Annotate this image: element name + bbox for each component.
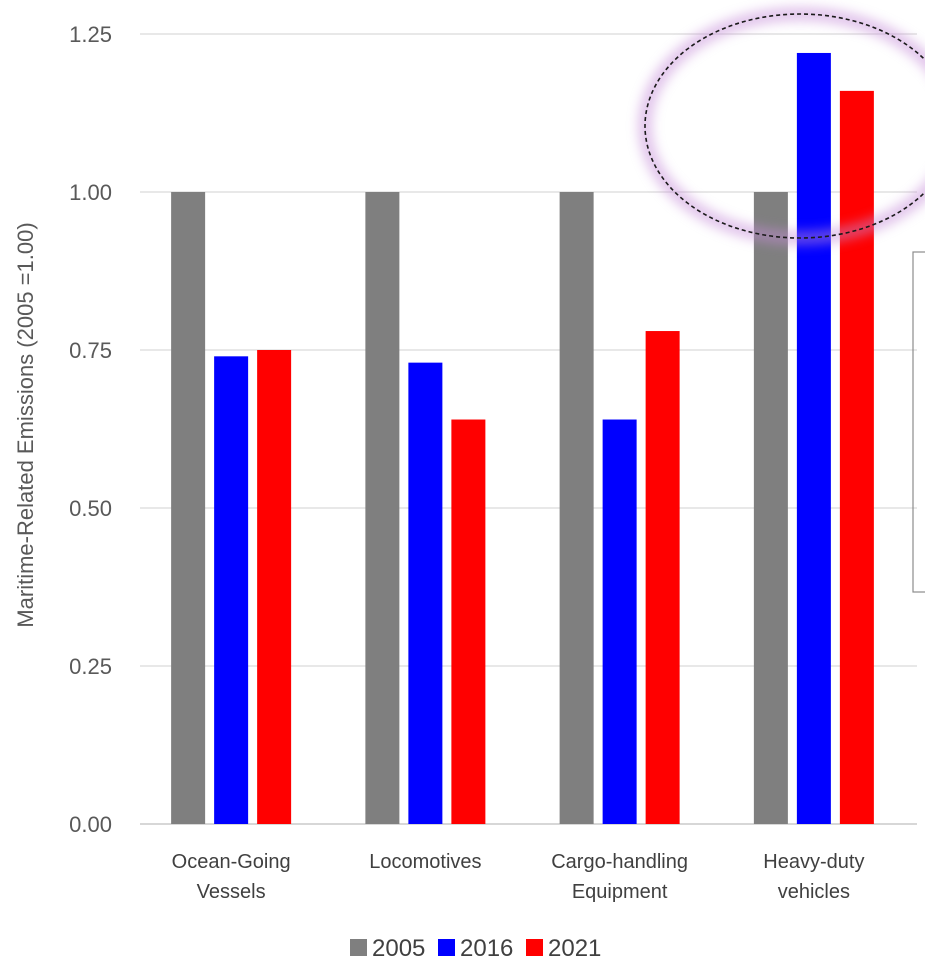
y-tick-label: 0.75 bbox=[69, 338, 112, 363]
x-category-label: vehicles bbox=[778, 881, 850, 903]
bar-2016 bbox=[602, 419, 637, 824]
y-tick-label: 0.50 bbox=[69, 496, 112, 521]
bar-2021 bbox=[257, 350, 292, 824]
bar-2005 bbox=[365, 192, 400, 824]
y-tick-label: 1.25 bbox=[69, 22, 112, 47]
bar-2016 bbox=[408, 362, 443, 824]
annotation-box bbox=[912, 251, 925, 593]
x-category-label: Vessels bbox=[197, 881, 266, 903]
legend-swatch-2016 bbox=[438, 939, 455, 956]
legend-label-2005: 2005 bbox=[372, 935, 425, 962]
y-tick-label: 1.00 bbox=[69, 180, 112, 205]
bars bbox=[171, 52, 874, 824]
bar-2005 bbox=[171, 192, 206, 824]
bar-2005 bbox=[559, 192, 594, 824]
bar-2021 bbox=[645, 331, 680, 824]
x-category-label: Locomotives bbox=[369, 851, 481, 873]
y-tick-label: 0.00 bbox=[69, 812, 112, 837]
x-category-label: Heavy-duty bbox=[763, 851, 864, 873]
legend: 2005 2016 2021 bbox=[350, 935, 601, 962]
bar-2005 bbox=[753, 192, 788, 824]
legend-label-2021: 2021 bbox=[548, 935, 601, 962]
legend-swatch-2005 bbox=[350, 939, 367, 956]
y-tick-label: 0.25 bbox=[69, 654, 112, 679]
y-axis-label: Maritime-Related Emissions (2005 =1.00) bbox=[13, 222, 38, 627]
y-axis-ticks: 0.00 0.25 0.50 0.75 1.00 1.25 bbox=[69, 22, 112, 837]
bar-2021 bbox=[839, 90, 874, 824]
legend-swatch-2021 bbox=[526, 939, 543, 956]
bar-2016 bbox=[796, 52, 831, 824]
highlight-ellipse bbox=[639, 8, 925, 244]
x-category-label: Equipment bbox=[572, 881, 668, 903]
x-axis-categories: Ocean-Going Vessels Locomotives Cargo-handl… bbox=[172, 851, 865, 903]
x-category-label: Cargo-handling bbox=[551, 851, 688, 873]
x-category-label: Ocean-Going bbox=[172, 851, 291, 873]
bar-2021 bbox=[451, 419, 486, 824]
bar-2016 bbox=[214, 356, 249, 824]
legend-label-2016: 2016 bbox=[460, 935, 513, 962]
